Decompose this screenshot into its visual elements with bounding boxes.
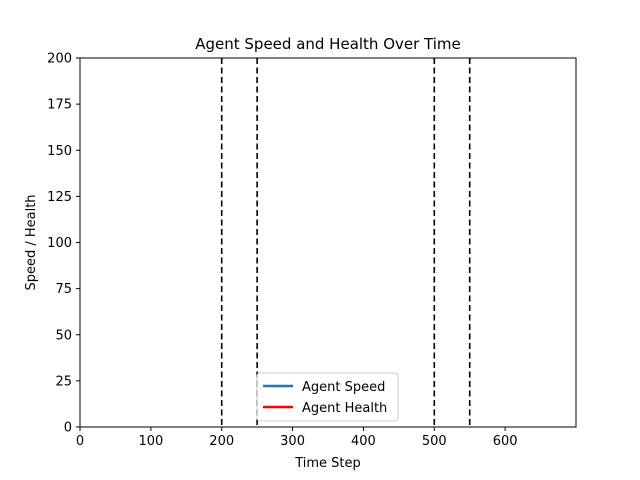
y-axis-label: Speed / Health — [24, 194, 39, 290]
x-tick-label: 600 — [493, 434, 518, 449]
x-tick-label: 300 — [280, 434, 305, 449]
x-tick-label: 0 — [76, 434, 84, 449]
x-axis-ticks: 0 100 200 300 400 500 600 — [76, 427, 518, 449]
legend-label-agent-health: Agent Health — [302, 401, 387, 416]
y-tick-label: 50 — [55, 328, 72, 343]
y-tick-label: 100 — [47, 236, 72, 251]
x-axis-label: Time Step — [294, 456, 361, 471]
y-tick-label: 200 — [47, 52, 72, 67]
x-tick-label: 500 — [422, 434, 447, 449]
y-axis-ticks: 0 25 50 75 100 125 150 175 200 — [47, 52, 80, 436]
y-tick-label: 75 — [55, 282, 72, 297]
legend-label-agent-speed: Agent Speed — [302, 380, 385, 395]
x-tick-label: 100 — [138, 434, 163, 449]
chart-title: Agent Speed and Health Over Time — [195, 35, 461, 53]
y-tick-label: 25 — [55, 374, 72, 389]
x-tick-label: 200 — [209, 434, 234, 449]
y-tick-label: 125 — [47, 190, 72, 205]
y-tick-label: 150 — [47, 144, 72, 159]
plot-frame — [79, 57, 577, 428]
x-tick-label: 400 — [351, 434, 376, 449]
y-tick-label: 0 — [64, 421, 72, 436]
plot-content — [220, 58, 471, 427]
y-tick-label: 175 — [47, 98, 72, 113]
legend: Agent Speed Agent Health — [256, 372, 399, 422]
